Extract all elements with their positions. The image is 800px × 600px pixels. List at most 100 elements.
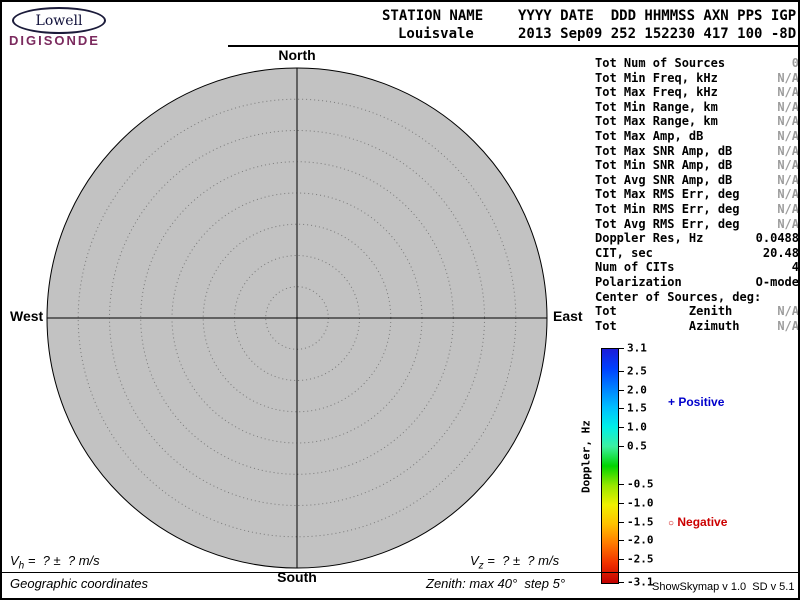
datetime-fields-value: 2013 Sep09 252 152230 417 100 -8D	[518, 26, 797, 42]
legend-positive: + Positive	[668, 395, 724, 409]
compass-east-label: East	[553, 308, 583, 324]
stat-value: N/A	[777, 85, 799, 100]
stat-label: Num of CITs	[595, 260, 675, 275]
legend-negative: ○ Negative	[668, 515, 727, 529]
stat-value: N/A	[777, 201, 799, 216]
stat-label: Tot Min SNR Amp, dB	[595, 158, 733, 173]
stat-label: Tot Max SNR Amp, dB	[595, 143, 733, 158]
stat-label: Tot Max RMS Err, deg	[595, 187, 740, 202]
stat-row: Tot Min RMS Err, deg N/A	[595, 201, 799, 217]
stat-value: N/A	[777, 128, 799, 143]
vh-symbol: V	[10, 553, 19, 568]
stat-label: Tot Avg SNR Amp, dB	[595, 172, 733, 187]
stat-value: N/A	[777, 158, 799, 173]
stat-row: Tot Azimuth N/A	[595, 318, 799, 334]
stat-label: Tot Zenith	[595, 304, 733, 319]
station-name-label: STATION NAME	[382, 8, 484, 24]
stat-label: Polarization	[595, 274, 682, 289]
stat-row: CIT, sec 20.48	[595, 245, 799, 261]
vh-velocity-readout: Vh = ? ± ? m/s	[10, 553, 100, 572]
colorbar-tick-label: -1.5	[627, 515, 654, 529]
stat-label: Tot Min RMS Err, deg	[595, 201, 740, 216]
stat-row: Tot Max Amp, dB N/A	[595, 128, 799, 144]
colorbar-tick-label: 1.5	[627, 401, 647, 415]
stat-label: Tot Num of Sources	[595, 56, 726, 70]
coordinates-mode-label: Geographic coordinates	[10, 576, 149, 591]
stat-row: Tot Zenith N/A	[595, 304, 799, 319]
stat-row: Tot Min Freq, kHz N/A	[595, 70, 798, 86]
legend-positive-label: Positive	[675, 395, 725, 409]
colorbar-tick-label: -2.5	[627, 552, 654, 566]
colorbar-tick	[619, 446, 624, 448]
colorbar-tick-label: -2.0	[627, 533, 654, 547]
stat-label: Tot Min Range, km	[595, 99, 718, 114]
vz-velocity-readout: Vz = ? ± ? m/s	[470, 553, 559, 572]
doppler-colorbar	[601, 348, 619, 584]
colorbar-tick	[619, 389, 624, 391]
vz-subscript: z	[478, 560, 484, 572]
vz-value: = ? ± ? m/s	[483, 553, 560, 568]
vh-value: = ? ± ? m/s	[24, 553, 100, 568]
stat-label: Tot Azimuth	[595, 318, 740, 333]
stat-value: N/A	[777, 304, 799, 319]
stat-value: 0.0488	[755, 231, 799, 246]
colorbar-tick-label: -1.0	[627, 496, 654, 510]
stat-row: Tot Min SNR Amp, dB N/A	[595, 158, 799, 173]
stat-row: Tot Max RMS Err, deg N/A	[595, 187, 799, 202]
stat-value: 0	[791, 56, 799, 70]
stat-row: Polarization O-mode	[595, 274, 799, 290]
header-divider	[228, 45, 798, 47]
stat-value: O-mode	[755, 274, 799, 289]
stat-row: Tot Max Freq, kHz N/A	[595, 85, 799, 100]
stat-value: N/A	[777, 172, 799, 187]
stat-value: N/A	[777, 99, 799, 114]
stat-row: Tot Avg RMS Err, deg N/A	[595, 216, 799, 232]
lowell-logo-oval: Lowell	[12, 7, 106, 34]
stat-row: Tot Max SNR Amp, dB N/A	[595, 143, 799, 159]
colorbar-tick	[619, 370, 624, 372]
colorbar-tick-label: 2.5	[627, 364, 647, 378]
stat-value: N/A	[777, 318, 799, 333]
stat-label: Center of Sources, deg:	[595, 289, 762, 304]
stat-row: Num of CITs 4	[595, 260, 798, 275]
datetime-fields-label: YYYY DATE DDD HHMMSS AXN PPS IGP	[518, 8, 797, 24]
colorbar-tick-label: 1.0	[627, 420, 647, 434]
colorbar-tick-label: 0.5	[627, 439, 647, 453]
stat-label: Tot Max Range, km	[595, 114, 718, 129]
skymap-plot	[46, 67, 548, 569]
colorbar-ticks: 3.1 2.5 2.0 1.5 1.0 0.5 -0.5 -1.0 -1.5 -2.0 -2.5 -3…	[601, 342, 654, 589]
stat-label: Tot Min Freq, kHz	[595, 70, 718, 85]
colorbar-tick	[619, 427, 624, 429]
colorbar-tick	[619, 582, 624, 583]
stat-value: 20.48	[762, 245, 799, 260]
zenith-scale-label: Zenith: max 40° step 5°	[426, 576, 566, 591]
colorbar-tick-label: -3.1	[627, 575, 654, 589]
app-version-label: ShowSkymap v 1.0 SD v 5.1	[652, 581, 795, 593]
stat-row: Tot Avg SNR Amp, dB N/A	[595, 172, 799, 188]
colorbar-tick	[619, 502, 624, 504]
stat-value: N/A	[777, 187, 799, 202]
stat-value: N/A	[777, 143, 799, 158]
stat-value: N/A	[777, 216, 799, 231]
footer-divider	[2, 572, 798, 573]
compass-south-label: South	[277, 569, 317, 585]
stat-value: N/A	[777, 114, 799, 129]
colorbar-tick	[619, 348, 624, 349]
station-name-value: Louisvale	[398, 26, 474, 42]
stat-row: Tot Max Range, km N/A	[595, 114, 799, 129]
logo-digisonde-text: DIGISONDE	[9, 33, 100, 48]
colorbar-tick	[619, 483, 624, 485]
colorbar-tick	[619, 521, 624, 523]
colorbar-tick	[619, 559, 624, 561]
stat-label: CIT, sec	[595, 245, 653, 260]
stat-label: Tot Max Amp, dB	[595, 128, 704, 143]
stat-label: Tot Max Freq, kHz	[595, 85, 718, 100]
colorbar-tick-label: 3.1	[627, 341, 647, 355]
plus-marker-icon: +	[668, 395, 676, 409]
stat-row: Tot Min Range, km N/A	[595, 99, 799, 115]
vz-symbol: V	[470, 553, 479, 568]
colorbar-tick	[619, 540, 624, 542]
stat-row: Doppler Res, Hz 0.0488	[595, 231, 799, 246]
stats-panel: Tot Num of Sources 0 Tot Min Freq, kHz N/A T…	[595, 56, 799, 334]
